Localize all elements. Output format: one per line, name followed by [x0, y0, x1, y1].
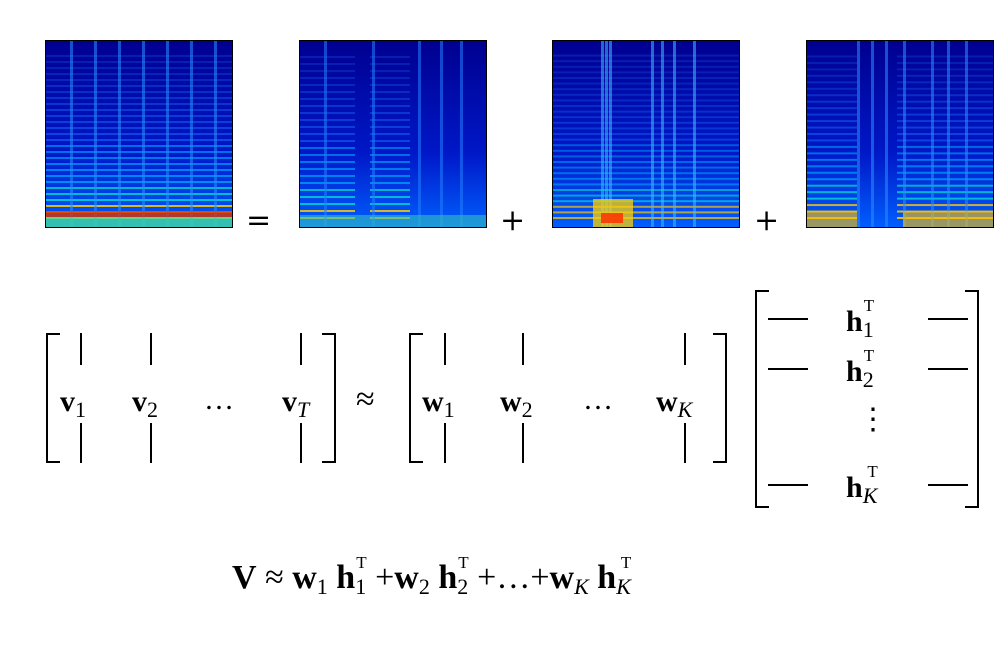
equals-sign: =	[246, 203, 272, 238]
component-3-spectrogram	[806, 40, 994, 228]
component-1-spectrogram	[299, 40, 487, 228]
component-2-spectrogram	[552, 40, 740, 228]
plus-sign-1: +	[500, 203, 526, 238]
approx-sign: ≈	[356, 381, 375, 418]
factorization-equation: V ≈ w1 h1T +w2 h2T +…+wK hKT	[232, 553, 632, 599]
plus-sign-2: +	[754, 203, 780, 238]
mixture-spectrogram	[45, 40, 233, 228]
